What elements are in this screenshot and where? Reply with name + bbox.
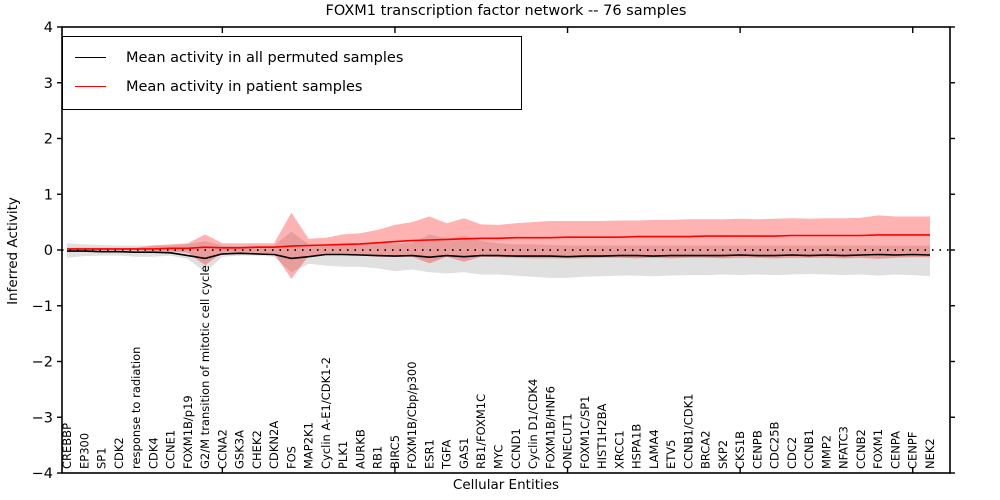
x-category-label: RB1 xyxy=(371,446,385,469)
chart-title: FOXM1 transcription factor network -- 76… xyxy=(325,3,687,19)
x-category-label: G2/M transition of mitotic cell cycle xyxy=(198,265,212,469)
x-category-label: CCND1 xyxy=(509,428,523,469)
x-category-label: NEK2 xyxy=(923,438,937,469)
legend: Mean activity in all permuted samples Me… xyxy=(62,36,522,110)
x-category-label: FOXM1C/SP1 xyxy=(578,395,592,469)
x-category-label: LAMA4 xyxy=(647,429,661,469)
x-category-label: CENPB xyxy=(750,430,764,469)
x-category-label: CCNA2 xyxy=(215,429,229,469)
x-category-label: CHEK2 xyxy=(250,430,264,469)
y-tick-label: 0 xyxy=(44,243,53,259)
x-category-label: AURKB xyxy=(353,429,367,469)
y-tick-label: −4 xyxy=(32,466,53,482)
y-tick-label: 2 xyxy=(44,132,53,148)
x-category-label: NFATC3 xyxy=(837,426,851,469)
x-category-label: FOXM1B/p19 xyxy=(181,395,195,469)
x-category-label: CENPA xyxy=(889,431,903,469)
x-category-label: CDC2 xyxy=(785,437,799,469)
red-line-sample-icon xyxy=(75,86,106,87)
x-category-label: TGFA xyxy=(440,440,454,470)
x-category-label: MMP2 xyxy=(819,435,833,469)
y-tick-label: −1 xyxy=(32,299,53,315)
x-category-label: BRCA2 xyxy=(699,430,713,469)
x-category-label: response to radiation xyxy=(129,347,143,469)
x-category-label: CDK4 xyxy=(146,437,160,469)
x-category-label: Cyclin D1/CDK4 xyxy=(526,379,540,469)
x-category-label: CKS1B xyxy=(733,431,747,469)
y-tick-label: −2 xyxy=(32,355,53,371)
x-category-label: XRCC1 xyxy=(612,430,626,469)
x-category-label: MYC xyxy=(492,445,506,469)
y-tick-label: 3 xyxy=(44,76,53,92)
x-category-label: RB1/FOXM1C xyxy=(474,394,488,469)
black-line-sample-icon xyxy=(75,57,106,58)
legend-label: Mean activity in all permuted samples xyxy=(126,49,404,66)
legend-item-permuted: Mean activity in all permuted samples xyxy=(75,43,511,72)
x-category-label: ESR1 xyxy=(423,439,437,469)
x-category-label: ONECUT1 xyxy=(561,413,575,469)
permuted-mean-line xyxy=(67,250,931,260)
x-category-label: HSPA1B xyxy=(630,424,644,469)
y-tick-label: 1 xyxy=(44,187,53,203)
x-category-label: CENPF xyxy=(906,432,920,469)
x-category-label: BIRC5 xyxy=(388,435,402,469)
x-axis-label: Cellular Entities xyxy=(452,477,560,493)
x-category-label: CCNE1 xyxy=(164,430,178,469)
x-category-label: Cyclin A-E1/CDK1-2 xyxy=(319,357,333,469)
x-category-label: SKP2 xyxy=(716,440,730,469)
x-category-label: HIST1H2BA xyxy=(595,403,609,469)
y-tick-label: −3 xyxy=(32,410,53,426)
x-category-label: PLK1 xyxy=(336,441,350,469)
patient-mean-line xyxy=(67,234,930,250)
x-category-label: CDKN2A xyxy=(267,421,281,469)
x-category-label: FOXM1B/HNF6 xyxy=(543,386,557,469)
x-category-label: MAP2K1 xyxy=(302,422,316,469)
x-category-label: CDC25B xyxy=(768,421,782,469)
x-category-label: CCNB1/CDK1 xyxy=(681,394,695,470)
x-category-label: CCNB2 xyxy=(854,429,868,469)
band-permuted-samples-range xyxy=(67,231,930,278)
y-tick-label: 4 xyxy=(44,20,53,36)
x-category-label: FOS xyxy=(284,446,298,469)
x-category-label: FOXM1B/Cbp/p300 xyxy=(405,361,419,469)
band-patient-samples-range xyxy=(67,212,930,279)
legend-label: Mean activity in patient samples xyxy=(126,78,363,95)
x-category-label: GAS1 xyxy=(457,438,471,469)
x-category-label: CDK2 xyxy=(112,437,126,469)
x-category-label: FOXM1 xyxy=(871,429,885,469)
x-category-label: ETV5 xyxy=(664,440,678,469)
legend-item-patient: Mean activity in patient samples xyxy=(75,72,511,101)
x-category-label: CREBBP xyxy=(60,423,74,469)
x-category-label: SP1 xyxy=(95,447,109,469)
x-category-label: GSK3A xyxy=(233,430,247,469)
x-category-label: EP300 xyxy=(77,433,91,469)
x-category-label: CCNB1 xyxy=(802,429,816,469)
